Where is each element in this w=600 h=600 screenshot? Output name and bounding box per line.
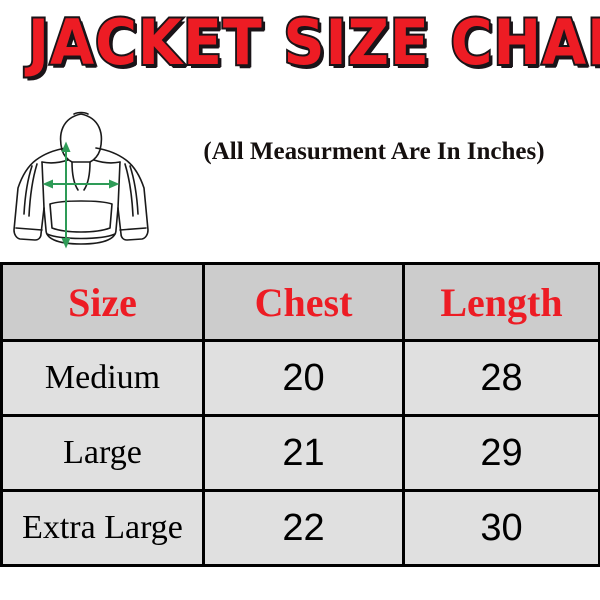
- measure-lines: [42, 141, 120, 249]
- hood-drape-left: [71, 161, 79, 191]
- table-row: Medium 20 28: [0, 339, 600, 417]
- title-block: JACKET SIZE CHART: [0, 6, 600, 80]
- measurement-units-note: (All Measurment Are In Inches): [203, 138, 545, 165]
- cell-length-large: 29: [402, 414, 600, 492]
- left-fold-2: [28, 163, 38, 217]
- table-row: Large 21 29: [0, 414, 600, 492]
- left-cuff-line: [15, 227, 43, 231]
- table-body: Medium 20 28 Large 21 29 Extra Large 22 …: [0, 339, 600, 567]
- left-sleeve-outline: [13, 147, 67, 241]
- cell-length-extra-large: 30: [402, 489, 600, 567]
- length-arrow-top: [61, 141, 71, 152]
- column-header-chest: Chest: [202, 262, 405, 342]
- cell-size-medium: Medium: [0, 339, 205, 417]
- cell-size-large: Large: [0, 414, 205, 492]
- table-row: Extra Large 22 30: [0, 489, 600, 567]
- right-sleeve-outline: [95, 147, 149, 241]
- cell-length-medium: 28: [402, 339, 600, 417]
- kangaroo-pocket: [49, 200, 113, 233]
- left-body-seam: [41, 161, 45, 209]
- hood-top-seam: [73, 111, 89, 115]
- cell-chest-extra-large: 22: [202, 489, 405, 567]
- table-header-row: Size Chest Length: [0, 262, 600, 342]
- chest-arrow-left: [42, 179, 53, 189]
- cell-chest-large: 21: [202, 414, 405, 492]
- hem-band-line: [46, 233, 116, 240]
- column-header-length: Length: [402, 262, 600, 342]
- chest-arrow-right: [109, 179, 120, 189]
- page-title: JACKET SIZE CHART: [26, 6, 600, 80]
- hood-drape-right: [83, 161, 91, 191]
- left-collar: [41, 159, 69, 164]
- size-chart-table: Size Chest Length Medium 20 28 Large 21 …: [0, 262, 600, 567]
- right-collar: [93, 159, 121, 164]
- cell-size-extra-large: Extra Large: [0, 489, 205, 567]
- right-body-seam: [117, 161, 121, 209]
- right-fold-2: [124, 163, 134, 217]
- table-header: Size Chest Length: [0, 262, 600, 342]
- length-arrow-bottom: [61, 238, 71, 249]
- hoodie-jacket-svg: [13, 111, 149, 249]
- right-cuff-line: [119, 227, 147, 231]
- right-fold-1: [129, 165, 139, 215]
- hoodie-jacket-illustration: [6, 104, 156, 256]
- column-header-size: Size: [0, 262, 205, 342]
- cell-chest-medium: 20: [202, 339, 405, 417]
- left-fold-1: [23, 165, 33, 215]
